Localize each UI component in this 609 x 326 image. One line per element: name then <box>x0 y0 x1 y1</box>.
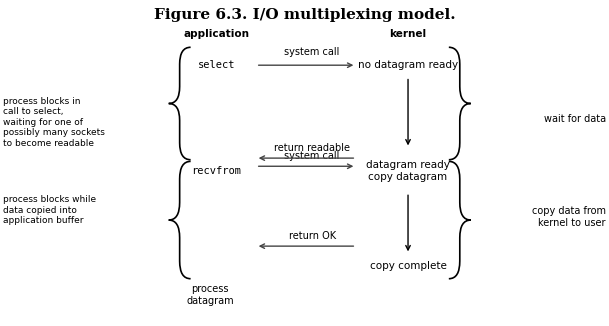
Text: application: application <box>183 29 249 39</box>
Text: Figure 6.3. I/O multiplexing model.: Figure 6.3. I/O multiplexing model. <box>153 8 456 22</box>
Text: system call: system call <box>284 47 340 57</box>
Text: recvfrom: recvfrom <box>191 166 241 176</box>
Text: system call: system call <box>284 151 340 161</box>
Text: wait for data: wait for data <box>544 114 606 124</box>
Text: copy data from
kernel to user: copy data from kernel to user <box>532 206 606 228</box>
Text: copy complete: copy complete <box>370 261 446 271</box>
Text: process blocks in
call to select,
waiting for one of
possibly many sockets
to be: process blocks in call to select, waitin… <box>3 97 105 148</box>
Text: no datagram ready: no datagram ready <box>358 60 458 70</box>
Text: kernel: kernel <box>390 29 426 39</box>
Text: return OK: return OK <box>289 231 336 241</box>
Text: process
datagram: process datagram <box>186 284 234 306</box>
Text: datagram ready
copy datagram: datagram ready copy datagram <box>366 160 450 182</box>
Text: return readable: return readable <box>274 143 350 153</box>
Text: process blocks while
data copied into
application buffer: process blocks while data copied into ap… <box>3 195 96 225</box>
Text: select: select <box>197 60 235 70</box>
